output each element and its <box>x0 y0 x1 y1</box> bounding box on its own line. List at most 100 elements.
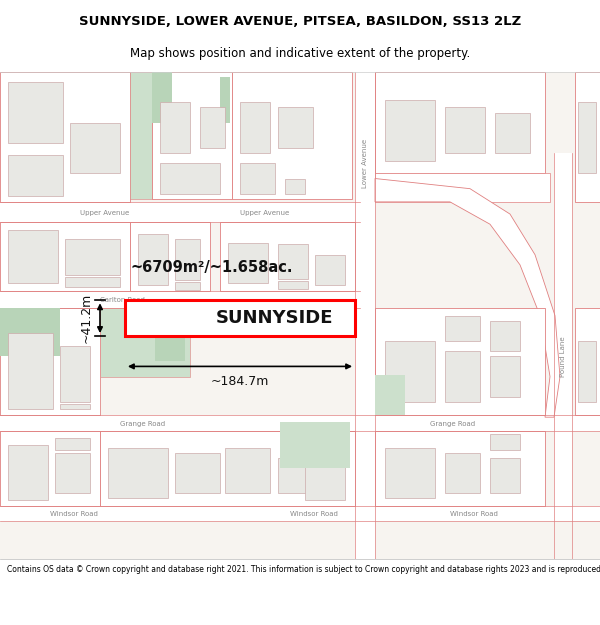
Text: Windsor Road: Windsor Road <box>290 511 338 517</box>
Bar <box>305 444 345 501</box>
Bar <box>160 163 220 194</box>
Bar <box>100 308 190 376</box>
Bar <box>108 448 168 499</box>
Bar <box>175 282 200 290</box>
Bar <box>385 100 435 161</box>
Bar <box>0 308 100 415</box>
Bar <box>55 452 90 493</box>
Bar <box>200 107 225 148</box>
Bar <box>0 308 100 415</box>
Text: Upper Avenue: Upper Avenue <box>240 210 289 216</box>
Bar <box>375 308 545 415</box>
Bar <box>355 72 375 559</box>
Bar <box>0 72 130 202</box>
Bar <box>8 155 63 196</box>
Bar <box>280 422 350 468</box>
Bar <box>278 458 313 493</box>
Bar <box>0 291 360 308</box>
Bar <box>490 434 520 450</box>
Bar <box>240 102 270 153</box>
Text: ~41.2m: ~41.2m <box>79 293 92 343</box>
Bar <box>490 356 520 397</box>
Bar <box>0 222 130 291</box>
Text: ~6709m²/~1.658ac.: ~6709m²/~1.658ac. <box>130 261 293 276</box>
Bar <box>152 72 232 199</box>
Bar <box>130 222 210 291</box>
Bar <box>232 72 352 199</box>
Bar <box>575 308 600 415</box>
Bar <box>240 163 275 194</box>
Bar <box>65 277 120 288</box>
Bar <box>0 415 600 431</box>
Bar <box>100 431 355 506</box>
Bar <box>220 222 355 291</box>
Text: Map shows position and indicative extent of the property.: Map shows position and indicative extent… <box>130 48 470 61</box>
Bar <box>205 303 265 331</box>
Text: Windsor Road: Windsor Road <box>50 511 98 517</box>
Bar <box>375 173 550 202</box>
Bar <box>490 458 520 493</box>
Bar <box>125 301 355 336</box>
Bar <box>8 444 48 501</box>
Bar <box>8 82 63 143</box>
Bar <box>278 107 313 148</box>
Bar <box>155 312 185 361</box>
Bar <box>8 333 53 409</box>
Bar <box>375 521 600 559</box>
Bar <box>175 239 200 280</box>
Bar <box>375 72 545 173</box>
Bar <box>445 351 480 402</box>
Text: Contains OS data © Crown copyright and database right 2021. This information is : Contains OS data © Crown copyright and d… <box>7 564 600 574</box>
Text: ~184.7m: ~184.7m <box>211 375 269 388</box>
Text: Upper Avenue: Upper Avenue <box>80 210 129 216</box>
Bar <box>445 316 480 341</box>
Text: Grange Road: Grange Road <box>120 421 165 428</box>
Text: SUNNYSIDE: SUNNYSIDE <box>216 309 333 327</box>
Bar <box>578 341 596 402</box>
Bar <box>315 255 345 285</box>
Bar <box>0 308 60 356</box>
Text: Pound Lane: Pound Lane <box>560 336 566 376</box>
Bar <box>0 506 600 521</box>
Bar <box>445 452 480 493</box>
Bar <box>55 438 90 450</box>
Bar <box>278 281 308 289</box>
Bar <box>70 122 120 173</box>
Bar <box>152 72 172 122</box>
Bar <box>278 244 308 279</box>
Bar <box>60 404 90 409</box>
Bar <box>220 77 230 122</box>
Text: Grange Road: Grange Road <box>430 421 475 428</box>
Bar <box>160 102 190 153</box>
Bar <box>554 153 572 559</box>
Bar <box>138 234 168 285</box>
Bar <box>30 308 100 356</box>
Bar <box>225 448 270 493</box>
Bar <box>490 321 520 351</box>
Bar <box>0 431 100 506</box>
Bar <box>125 301 205 336</box>
Bar <box>0 308 30 415</box>
Bar <box>0 202 360 222</box>
Bar <box>0 521 355 559</box>
Bar <box>578 102 596 173</box>
Text: Carlton Road: Carlton Road <box>100 298 145 303</box>
Bar <box>175 452 220 493</box>
Bar <box>60 346 90 402</box>
Polygon shape <box>375 179 560 418</box>
Bar <box>8 230 58 283</box>
Bar <box>385 341 435 402</box>
Bar <box>375 374 405 415</box>
Bar <box>65 239 120 275</box>
Text: Lower Avenue: Lower Avenue <box>362 139 368 188</box>
Bar <box>228 242 268 283</box>
Bar <box>375 431 545 506</box>
Bar <box>130 72 152 199</box>
Text: Windsor Road: Windsor Road <box>450 511 498 517</box>
Text: SUNNYSIDE, LOWER AVENUE, PITSEA, BASILDON, SS13 2LZ: SUNNYSIDE, LOWER AVENUE, PITSEA, BASILDO… <box>79 15 521 28</box>
Bar <box>385 448 435 499</box>
Bar <box>285 179 305 194</box>
Bar <box>495 112 530 153</box>
Bar <box>575 72 600 202</box>
Bar <box>445 107 485 153</box>
